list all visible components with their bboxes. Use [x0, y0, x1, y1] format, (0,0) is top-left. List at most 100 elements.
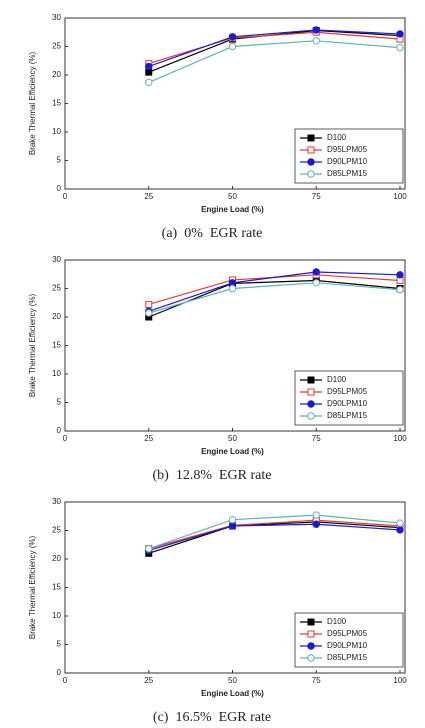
- legend-label: D95LPM05: [327, 387, 368, 396]
- marker: [396, 519, 404, 527]
- y-tick-label: 0: [57, 426, 62, 435]
- x-axis-label: Engine Load (%): [201, 689, 264, 698]
- marker: [145, 545, 153, 553]
- caption: (c) 16.5% EGR rate: [153, 710, 271, 725]
- legend-marker: [307, 158, 315, 166]
- marker: [396, 30, 404, 38]
- legend-label: D100: [327, 375, 347, 384]
- y-tick-label: 5: [57, 156, 62, 165]
- y-tick-label: 15: [52, 99, 61, 108]
- legend-marker: [307, 412, 315, 420]
- y-tick-label: 10: [52, 369, 61, 378]
- marker: [312, 26, 320, 34]
- legend-marker: [307, 170, 315, 178]
- x-tick-label: 0: [63, 434, 68, 443]
- series-line: [148, 31, 401, 65]
- x-axis-label: Engine Load (%): [201, 447, 264, 456]
- legend-marker: [307, 388, 315, 396]
- x-tick-label: 75: [312, 192, 321, 201]
- y-tick-label: 5: [57, 398, 62, 407]
- x-axis-label: Engine Load (%): [201, 205, 264, 214]
- marker: [145, 300, 153, 308]
- x-tick-label: 25: [144, 192, 153, 201]
- y-tick-label: 20: [52, 312, 61, 321]
- y-tick-label: 30: [52, 497, 61, 506]
- series-line: [148, 274, 401, 306]
- y-tick-label: 0: [57, 184, 62, 193]
- legend-marker: [307, 618, 315, 626]
- series-line: [148, 282, 401, 314]
- y-tick-label: 10: [52, 127, 61, 136]
- legend-marker: [307, 146, 315, 154]
- x-tick-label: 100: [393, 192, 407, 201]
- series-line: [148, 519, 401, 550]
- marker: [396, 271, 404, 279]
- y-tick-label: 15: [52, 583, 61, 592]
- series-line: [148, 514, 401, 550]
- x-tick-label: 0: [63, 192, 68, 201]
- legend-label: D85LPM15: [327, 169, 368, 178]
- marker: [312, 511, 320, 519]
- series-line: [148, 523, 401, 552]
- legend-marker: [307, 642, 315, 650]
- x-tick-label: 0: [63, 676, 68, 685]
- marker: [396, 43, 404, 52]
- legend-label: D100: [327, 133, 347, 142]
- y-tick-label: 25: [52, 284, 61, 293]
- legend-marker: [307, 376, 315, 384]
- x-tick-label: 50: [228, 192, 237, 201]
- x-tick-label: 75: [312, 676, 321, 685]
- marker: [145, 62, 153, 71]
- marker: [312, 520, 320, 528]
- marker: [145, 78, 153, 87]
- legend-label: D95LPM05: [327, 629, 368, 638]
- x-tick-label: 25: [144, 676, 153, 685]
- y-tick-label: 20: [52, 70, 61, 79]
- caption: (a) 0% EGR rate: [162, 226, 263, 241]
- y-tick-label: 25: [52, 42, 61, 51]
- legend-label: D85LPM15: [327, 411, 368, 420]
- x-tick-label: 75: [312, 434, 321, 443]
- y-axis-label: Brake Thermal Efficiency (%): [28, 294, 37, 398]
- x-tick-label: 50: [228, 676, 237, 685]
- marker: [396, 285, 404, 294]
- y-tick-label: 30: [52, 255, 61, 264]
- marker: [228, 284, 237, 293]
- caption: (b) 12.8% EGR rate: [153, 468, 272, 483]
- marker: [396, 526, 404, 534]
- marker: [312, 268, 320, 276]
- marker: [312, 279, 320, 287]
- y-tick-label: 25: [52, 526, 61, 535]
- marker: [312, 37, 320, 45]
- y-tick-label: 30: [52, 13, 61, 22]
- series-line: [148, 29, 401, 68]
- marker: [145, 309, 153, 317]
- marker: [228, 33, 237, 41]
- y-tick-label: 5: [57, 640, 62, 649]
- legend-label: D90LPM10: [327, 399, 368, 408]
- series-line: [148, 271, 401, 312]
- legend-marker: [307, 134, 315, 142]
- legend-marker: [307, 654, 315, 662]
- marker: [228, 42, 237, 51]
- legend-marker: [307, 630, 315, 638]
- y-axis-label: Brake Thermal Efficiency (%): [28, 52, 37, 156]
- legend-label: D90LPM10: [327, 157, 368, 166]
- y-tick-label: 10: [52, 611, 61, 620]
- y-tick-label: 15: [52, 341, 61, 350]
- legend-label: D95LPM05: [327, 145, 368, 154]
- x-tick-label: 50: [228, 434, 237, 443]
- legend-label: D90LPM10: [327, 641, 368, 650]
- y-tick-label: 20: [52, 554, 61, 563]
- legend-label: D85LPM15: [327, 653, 368, 662]
- y-tick-label: 0: [57, 668, 62, 677]
- x-tick-label: 100: [393, 434, 407, 443]
- legend-label: D100: [327, 617, 347, 626]
- series-line: [148, 40, 401, 83]
- legend-marker: [307, 400, 315, 408]
- y-axis-label: Brake Thermal Efficiency (%): [28, 536, 37, 640]
- series-line: [148, 521, 401, 554]
- x-tick-label: 100: [393, 676, 407, 685]
- marker: [228, 522, 237, 530]
